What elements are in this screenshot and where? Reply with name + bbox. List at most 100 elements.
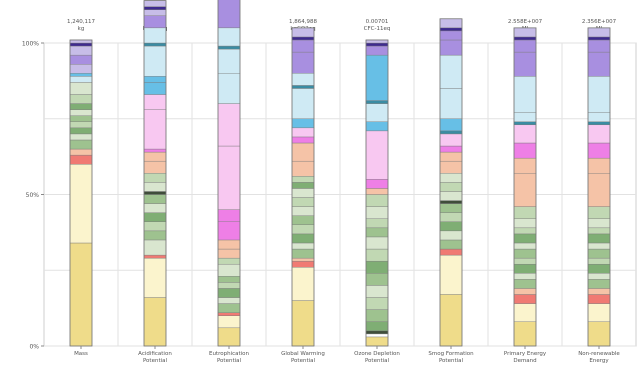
bar-segment bbox=[513, 39, 537, 53]
bar-segment bbox=[365, 130, 389, 180]
bar-segment bbox=[513, 279, 537, 289]
bar-segment bbox=[439, 18, 463, 29]
bar-segment bbox=[439, 27, 463, 32]
bar-segment bbox=[513, 124, 537, 144]
bar-segment bbox=[587, 263, 611, 274]
bar-segment bbox=[439, 191, 463, 201]
bar-segment bbox=[69, 115, 93, 122]
x-category-label: Smog Formation bbox=[428, 351, 474, 357]
column-total-label: 2.356E+007 bbox=[582, 19, 617, 25]
bar-segment bbox=[291, 27, 315, 38]
bar-segment bbox=[513, 218, 537, 229]
bar-segment bbox=[143, 182, 167, 192]
bar-segment bbox=[291, 188, 315, 198]
bar-segment bbox=[291, 267, 315, 301]
bar-segment bbox=[439, 203, 463, 213]
bar-segment bbox=[365, 297, 389, 310]
column-unit-label: CFC-11eq bbox=[364, 26, 391, 32]
bar-segment bbox=[513, 233, 537, 244]
bar-segment bbox=[439, 133, 463, 147]
x-category-label: Mass bbox=[74, 351, 88, 357]
bar-segment bbox=[143, 203, 167, 213]
bar-segment bbox=[143, 191, 167, 195]
bar-segment bbox=[217, 303, 241, 313]
bar-segment bbox=[439, 88, 463, 119]
bar-segment bbox=[587, 294, 611, 304]
bar-segment bbox=[69, 64, 93, 74]
bar-segment bbox=[143, 9, 167, 16]
bar-segment bbox=[217, 0, 241, 29]
bar-segment bbox=[513, 263, 537, 274]
bar-segment bbox=[587, 27, 611, 38]
y-tick-label: 0% bbox=[29, 344, 39, 351]
x-category-label: Potential bbox=[291, 358, 316, 364]
bar-segment bbox=[365, 273, 389, 286]
bar-segment bbox=[69, 73, 93, 77]
bar-segment bbox=[143, 257, 167, 298]
bar-segment bbox=[365, 218, 389, 229]
bar-segment bbox=[365, 336, 389, 347]
bar-segment bbox=[439, 39, 463, 56]
bar-segment bbox=[69, 94, 93, 104]
bar-segment bbox=[291, 248, 315, 259]
bar-segment bbox=[217, 263, 241, 277]
bar-segment bbox=[143, 254, 167, 259]
x-category-label: Primary Energy bbox=[504, 351, 547, 357]
bar-segment bbox=[513, 303, 537, 322]
bar-segment bbox=[365, 236, 389, 250]
bar-segment bbox=[365, 100, 389, 104]
x-category-label: Acidification bbox=[138, 351, 172, 357]
bar-segment bbox=[143, 194, 167, 204]
bar-segment bbox=[513, 142, 537, 159]
bar-segment bbox=[587, 279, 611, 289]
bar-segment bbox=[217, 221, 241, 241]
bar-segment bbox=[69, 154, 93, 165]
bar-segment bbox=[291, 260, 315, 268]
bar-segment bbox=[291, 224, 315, 235]
bar-segment bbox=[365, 227, 389, 238]
bar-segment bbox=[439, 212, 463, 222]
column-total-label: 1,864,988 bbox=[289, 19, 317, 25]
bar-segment bbox=[217, 73, 241, 104]
x-category-label: Demand bbox=[513, 358, 536, 364]
x-category-label: Potential bbox=[439, 358, 464, 364]
bar-segment bbox=[365, 333, 389, 338]
bar-segment bbox=[143, 212, 167, 222]
bar-segment bbox=[513, 112, 537, 122]
bar-segment bbox=[365, 194, 389, 207]
bar-segment bbox=[217, 209, 241, 222]
bar-segment bbox=[439, 248, 463, 256]
bar-segment bbox=[587, 206, 611, 219]
bar-segment bbox=[513, 242, 537, 250]
bar-segment bbox=[143, 173, 167, 183]
bar-segment bbox=[217, 315, 241, 329]
bar-segment bbox=[291, 118, 315, 129]
bar-segment bbox=[587, 121, 611, 126]
bar-segment bbox=[439, 254, 463, 295]
bar-segment bbox=[217, 145, 241, 210]
bar-segment bbox=[69, 139, 93, 150]
bar-segment bbox=[365, 260, 389, 274]
bar-segment bbox=[439, 294, 463, 347]
bar-segment bbox=[143, 221, 167, 232]
bar-segment bbox=[439, 239, 463, 250]
bar-segment bbox=[291, 39, 315, 53]
bar-segment bbox=[439, 182, 463, 192]
bar-segment bbox=[587, 303, 611, 322]
column-total-label: 0.00701 bbox=[366, 19, 389, 25]
bar-segment bbox=[291, 85, 315, 89]
bar-segment bbox=[291, 51, 315, 74]
bar-segment bbox=[587, 76, 611, 113]
bar-segment bbox=[513, 173, 537, 207]
bar-segment bbox=[365, 42, 389, 47]
bar-segment bbox=[439, 30, 463, 41]
bar-segment bbox=[69, 39, 93, 44]
bar-segment bbox=[217, 288, 241, 298]
bar-segment bbox=[365, 103, 389, 122]
bar-segment bbox=[587, 39, 611, 53]
x-category-label: Energy bbox=[589, 358, 609, 364]
bar-segment bbox=[513, 227, 537, 235]
bar-segment bbox=[587, 227, 611, 235]
bar-segment bbox=[143, 230, 167, 241]
